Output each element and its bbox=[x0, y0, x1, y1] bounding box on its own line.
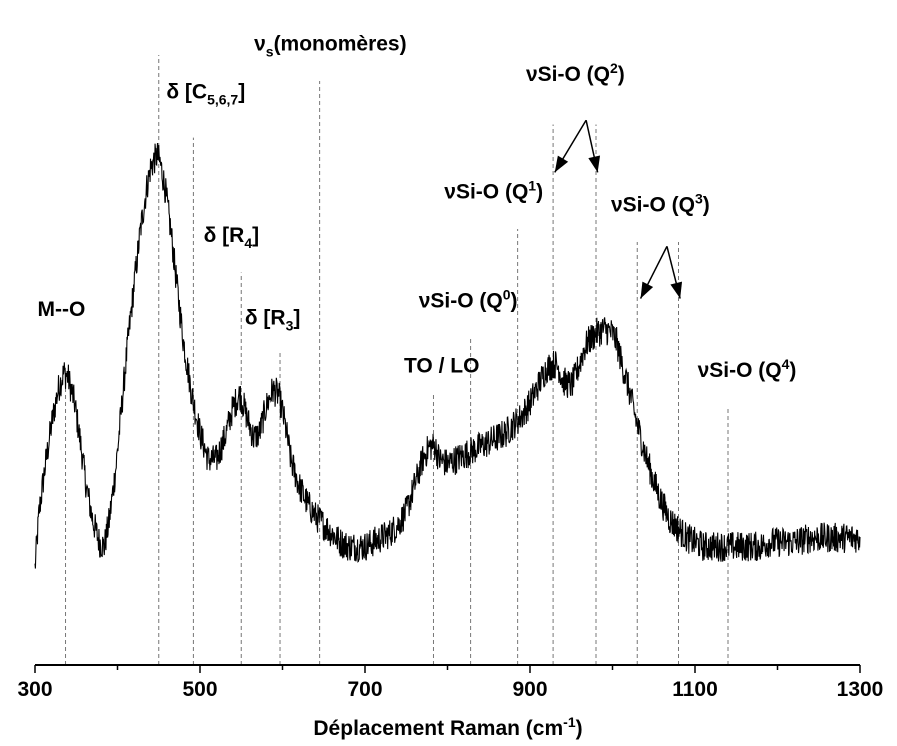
annotation-tolo: TO / LO bbox=[404, 355, 479, 378]
x-tick-label-700: 700 bbox=[347, 678, 382, 701]
annotation-c567: δ [C5,6,7] bbox=[166, 80, 245, 107]
annotation-mo: M--O bbox=[37, 298, 85, 321]
annotation-q0: νSi-O (Q0) bbox=[419, 286, 518, 312]
x-tick-label-900: 900 bbox=[512, 678, 547, 701]
arrow-head-1 bbox=[588, 155, 601, 173]
annotation-q3: νSi-O (Q3) bbox=[611, 191, 710, 217]
arrow-head-2 bbox=[640, 281, 654, 299]
annotation-q4: νSi-O (Q4) bbox=[698, 356, 797, 382]
spectrum-line bbox=[34, 142, 861, 569]
annotation-mono: νs(monomères) bbox=[254, 33, 407, 60]
x-axis-title: Déplacement Raman (cm-1) bbox=[313, 714, 582, 740]
annotation-arrows bbox=[554, 119, 683, 299]
x-tick-label-300: 300 bbox=[17, 678, 52, 701]
annotation-q2: νSi-O (Q2) bbox=[526, 60, 625, 86]
annotation-r4: δ [R4] bbox=[204, 224, 260, 251]
x-tick-label-500: 500 bbox=[182, 678, 217, 701]
annotation-r3: δ [R3] bbox=[245, 307, 301, 334]
peak-annotations: M--Oδ [R5]δ [C5,6,7]δ [R4]δ [R3]νs(monom… bbox=[37, 33, 797, 382]
x-tick-label-1300: 1300 bbox=[837, 678, 884, 701]
x-tick-label-1100: 1100 bbox=[672, 678, 718, 701]
x-axis: 300 500 700 900 1100 1300 bbox=[17, 664, 884, 701]
arrow-head-0 bbox=[554, 155, 569, 173]
annotation-q1: νSi-O (Q1) bbox=[444, 178, 543, 204]
spectrum-series bbox=[34, 142, 861, 569]
arrow-head-3 bbox=[670, 281, 683, 299]
reference-lines bbox=[65, 54, 729, 665]
